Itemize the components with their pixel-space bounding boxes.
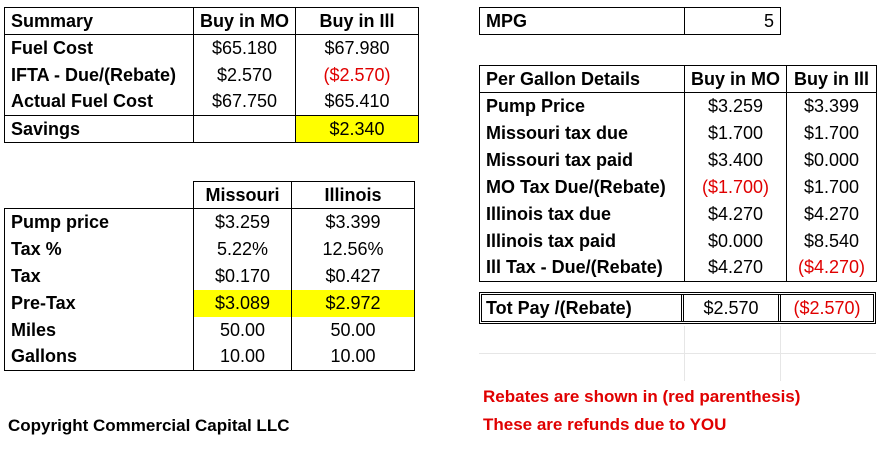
cell-ill: $3.399 bbox=[786, 92, 877, 120]
per-gallon-table: Per Gallon Details Buy in MO Buy in Ill … bbox=[479, 65, 877, 282]
table-row: Tax $0.170 $0.427 bbox=[4, 262, 415, 290]
cell-mo: $3.400 bbox=[684, 146, 787, 174]
summary-header-mo: Buy in MO bbox=[193, 7, 296, 35]
table-row: Ill Tax - Due/(Rebate) $4.270 ($4.270) bbox=[479, 254, 877, 282]
mpg-label: MPG bbox=[479, 7, 685, 35]
row-label: Ill Tax - Due/(Rebate) bbox=[479, 254, 685, 282]
per-gallon-header-label: Per Gallon Details bbox=[479, 65, 685, 93]
cell-mo: 10.00 bbox=[193, 343, 292, 371]
cell-mo: $4.270 bbox=[684, 254, 787, 282]
row-label: MO Tax Due/(Rebate) bbox=[479, 173, 685, 201]
table-row: Miles 50.00 50.00 bbox=[4, 316, 415, 344]
savings-row: Savings $2.340 bbox=[4, 115, 419, 143]
total-label: Tot Pay /(Rebate) bbox=[482, 295, 684, 321]
row-label: Actual Fuel Cost bbox=[4, 88, 194, 116]
cell-ill-rebate: ($2.570) bbox=[295, 61, 419, 89]
cell-ill: $1.700 bbox=[786, 173, 877, 201]
summary-header-label: Summary bbox=[4, 7, 194, 35]
table-row: Actual Fuel Cost $67.750 $65.410 bbox=[4, 88, 419, 116]
savings-label: Savings bbox=[4, 115, 194, 143]
gridline bbox=[780, 326, 781, 381]
table-row: Pump price $3.259 $3.399 bbox=[4, 208, 415, 236]
table-row: MO Tax Due/(Rebate) ($1.700) $1.700 bbox=[479, 173, 877, 201]
row-label: IFTA - Due/(Rebate) bbox=[4, 61, 194, 89]
rebate-note-line2: These are refunds due to YOU bbox=[483, 415, 727, 434]
total-mo: $2.570 bbox=[684, 295, 781, 321]
row-label: Pump Price bbox=[479, 92, 685, 120]
table-row: Missouri tax paid $3.400 $0.000 bbox=[479, 146, 877, 174]
cell-ill: $0.427 bbox=[291, 262, 415, 290]
gridline bbox=[479, 353, 876, 354]
copyright-text: Copyright Commercial Capital LLC bbox=[8, 416, 290, 435]
table-row: Fuel Cost $65.180 $67.980 bbox=[4, 34, 419, 62]
row-label: Tax bbox=[4, 262, 194, 290]
cell-ill-rebate: ($4.270) bbox=[786, 254, 877, 282]
row-label: Illinois tax due bbox=[479, 200, 685, 228]
row-label: Pump price bbox=[4, 208, 194, 236]
cell-mo: $0.170 bbox=[193, 262, 292, 290]
row-label: Pre-Tax bbox=[4, 289, 194, 317]
cell-mo: $67.750 bbox=[193, 88, 296, 116]
per-gallon-header-mo: Buy in MO bbox=[684, 65, 787, 93]
mpg-table: MPG 5 bbox=[479, 7, 781, 35]
cell-mo: $65.180 bbox=[193, 34, 296, 62]
state-header-missouri: Missouri bbox=[193, 181, 292, 209]
pretax-ill: $2.972 bbox=[291, 289, 415, 317]
mpg-input[interactable]: 5 bbox=[684, 7, 781, 35]
cell-mo: $2.570 bbox=[193, 61, 296, 89]
cell-ill: $0.000 bbox=[786, 146, 877, 174]
gridline bbox=[684, 326, 685, 381]
cell-mo: $4.270 bbox=[684, 200, 787, 228]
state-table: Missouri Illinois Pump price $3.259 $3.3… bbox=[4, 181, 415, 371]
cell-mo: $3.259 bbox=[684, 92, 787, 120]
state-header-row: Missouri Illinois bbox=[4, 181, 415, 209]
pretax-row: Pre-Tax $3.089 $2.972 bbox=[4, 289, 415, 317]
cell-ill: $1.700 bbox=[786, 119, 877, 147]
table-row: Pump Price $3.259 $3.399 bbox=[479, 92, 877, 120]
table-row: Gallons 10.00 10.00 bbox=[4, 343, 415, 371]
row-label: Tax % bbox=[4, 235, 194, 263]
table-row: IFTA - Due/(Rebate) $2.570 ($2.570) bbox=[4, 61, 419, 89]
cell-ill: $4.270 bbox=[786, 200, 877, 228]
summary-header-row: Summary Buy in MO Buy in Ill bbox=[4, 7, 419, 35]
cell-ill: $65.410 bbox=[295, 88, 419, 116]
total-ill: ($2.570) bbox=[793, 298, 861, 318]
table-row: Tax % 5.22% 12.56% bbox=[4, 235, 415, 263]
row-label: Illinois tax paid bbox=[479, 227, 685, 255]
cell-mo: 5.22% bbox=[193, 235, 292, 263]
summary-table: Summary Buy in MO Buy in Ill Fuel Cost $… bbox=[4, 7, 419, 143]
cell-mo: $3.259 bbox=[193, 208, 292, 236]
row-label: Fuel Cost bbox=[4, 34, 194, 62]
cell-mo: $0.000 bbox=[684, 227, 787, 255]
row-label: Missouri tax paid bbox=[479, 146, 685, 174]
summary-header-ill: Buy in Ill bbox=[295, 7, 419, 35]
table-row: Illinois tax due $4.270 $4.270 bbox=[479, 200, 877, 228]
cell-ill: $3.399 bbox=[291, 208, 415, 236]
per-gallon-header-row: Per Gallon Details Buy in MO Buy in Ill bbox=[479, 65, 877, 93]
rebate-note-line1: Rebates are shown in (red parenthesis) bbox=[483, 387, 801, 406]
total-row: Tot Pay /(Rebate) $2.570 ($2.570) bbox=[479, 292, 876, 324]
row-label: Miles bbox=[4, 316, 194, 344]
per-gallon-header-ill: Buy in Ill bbox=[786, 65, 877, 93]
row-label: Gallons bbox=[4, 343, 194, 371]
mpg-row: MPG 5 bbox=[479, 7, 781, 35]
cell-ill: $67.980 bbox=[295, 34, 419, 62]
cell-ill: 50.00 bbox=[291, 316, 415, 344]
cell-ill: 12.56% bbox=[291, 235, 415, 263]
cell-ill: $8.540 bbox=[786, 227, 877, 255]
cell-mo: $1.700 bbox=[684, 119, 787, 147]
savings-value: $2.340 bbox=[295, 115, 419, 143]
table-row: Missouri tax due $1.700 $1.700 bbox=[479, 119, 877, 147]
pretax-mo: $3.089 bbox=[193, 289, 292, 317]
cell-ill: 10.00 bbox=[291, 343, 415, 371]
cell-mo-rebate: ($1.700) bbox=[684, 173, 787, 201]
state-header-blank bbox=[4, 181, 194, 209]
row-label: Missouri tax due bbox=[479, 119, 685, 147]
table-row: Illinois tax paid $0.000 $8.540 bbox=[479, 227, 877, 255]
cell-mo: 50.00 bbox=[193, 316, 292, 344]
savings-mo bbox=[193, 115, 296, 143]
state-header-illinois: Illinois bbox=[291, 181, 415, 209]
